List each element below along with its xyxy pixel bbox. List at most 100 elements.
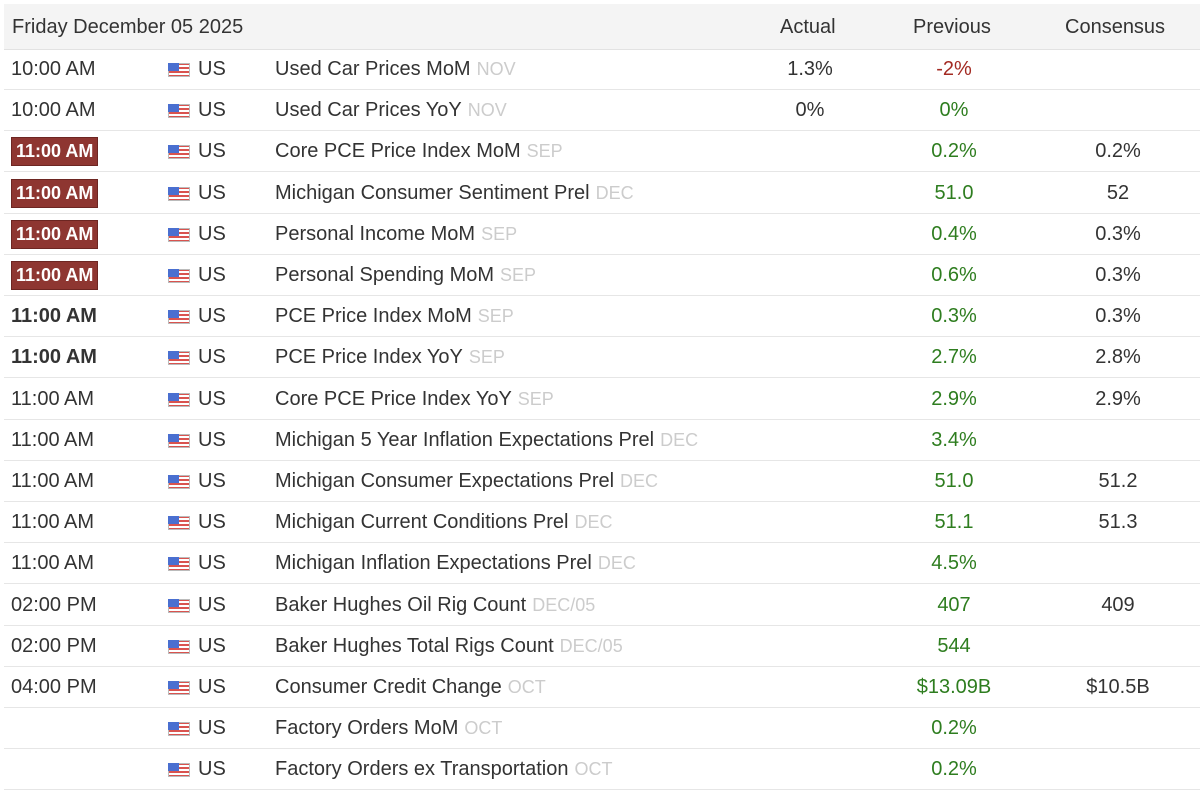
- event-name: Core PCE Price Index MoM: [275, 140, 521, 163]
- consensus-value: 2.9%: [1095, 387, 1141, 410]
- event-row[interactable]: 04:00 PM US Consumer Credit Change OCT $1…: [4, 667, 1200, 708]
- event-name-link[interactable]: Michigan Inflation Expectations Prel DEC: [275, 552, 636, 575]
- us-flag-icon: [168, 722, 190, 737]
- country-code: US: [198, 634, 226, 657]
- event-row[interactable]: 11:00 AM US PCE Price Index MoM SEP 0.3% …: [4, 296, 1200, 338]
- event-name: Michigan 5 Year Inflation Expectations P…: [275, 428, 655, 451]
- event-name-link[interactable]: Personal Spending MoM SEP: [275, 264, 536, 287]
- event-name: PCE Price Index YoY: [275, 346, 463, 369]
- event-period: SEP: [500, 265, 537, 285]
- event-period: SEP: [481, 223, 518, 244]
- event-row[interactable]: US Factory Orders ex Transportation OCT 0…: [4, 749, 1200, 790]
- event-row[interactable]: 11:00 AM US Core PCE Price Index MoM SEP …: [4, 131, 1200, 173]
- previous-value: 0.2%: [931, 717, 977, 740]
- event-time: 11:00 AM: [11, 470, 95, 492]
- us-flag-icon: [168, 104, 190, 119]
- country-code: US: [198, 305, 226, 328]
- event-row[interactable]: 10:00 AM US Used Car Prices YoY NOV 0% 0%: [4, 90, 1200, 132]
- event-name: Personal Spending MoM: [275, 264, 495, 286]
- event-period: OCT: [574, 759, 613, 780]
- event-name: Personal Income MoM: [275, 222, 476, 245]
- event-name-link[interactable]: Baker Hughes Oil Rig Count DEC/05: [275, 594, 595, 617]
- event-name-link[interactable]: PCE Price Index YoY SEP: [275, 346, 505, 369]
- event-period: DEC: [595, 182, 634, 203]
- event-name: Michigan Consumer Expectations Prel: [275, 470, 615, 492]
- event-name-link[interactable]: Consumer Credit Change OCT: [275, 676, 546, 699]
- previous-value: 2.9%: [931, 387, 977, 410]
- event-row[interactable]: US Factory Orders MoM OCT 0.2%: [4, 708, 1200, 750]
- country-code: US: [198, 99, 226, 122]
- event-name-link[interactable]: Michigan Consumer Sentiment Prel DEC: [275, 182, 634, 205]
- previous-value: 4.5%: [931, 552, 977, 575]
- us-flag-icon: [168, 63, 190, 77]
- previous-value: 51.1: [934, 511, 974, 534]
- event-period: DEC: [660, 429, 699, 450]
- event-name: Consumer Credit Change: [275, 676, 502, 698]
- event-time: 11:00 AM: [11, 346, 97, 369]
- event-row[interactable]: 11:00 AM US Core PCE Price Index YoY SEP …: [4, 379, 1200, 420]
- event-name-link[interactable]: Core PCE Price Index YoY SEP: [275, 388, 554, 411]
- event-name-link[interactable]: Michigan Consumer Expectations Prel DEC: [275, 470, 658, 493]
- event-name: Core PCE Price Index YoY: [275, 387, 512, 410]
- event-row[interactable]: 11:00 AM US Michigan Inflation Expectati…: [4, 543, 1200, 585]
- event-period: SEP: [526, 141, 563, 162]
- event-time: 11:00 AM: [11, 137, 99, 167]
- event-time: 02:00 PM: [11, 634, 97, 657]
- event-row[interactable]: 10:00 AM US Used Car Prices MoM NOV 1.3% …: [4, 49, 1200, 90]
- actual-value: 1.3%: [787, 58, 833, 80]
- country-code: US: [198, 58, 226, 80]
- us-flag-icon: [168, 516, 190, 531]
- country-code: US: [198, 593, 226, 616]
- previous-value: 0%: [939, 99, 969, 122]
- country-code: US: [198, 676, 226, 698]
- event-name: Michigan Consumer Sentiment Prel: [275, 181, 590, 204]
- us-flag-icon: [168, 433, 190, 448]
- event-name-link[interactable]: Baker Hughes Total Rigs Count DEC/05: [275, 635, 623, 658]
- event-period: DEC: [574, 512, 613, 533]
- event-time: 10:00 AM: [11, 99, 96, 122]
- previous-value: 0.2%: [931, 758, 977, 781]
- us-flag-icon: [168, 392, 190, 407]
- consensus-value: 0.2%: [1095, 140, 1141, 163]
- event-row[interactable]: 11:00 AM US Michigan 5 Year Inflation Ex…: [4, 420, 1200, 461]
- event-row[interactable]: 11:00 AM US Michigan Current Conditions …: [4, 502, 1200, 544]
- event-name: Factory Orders MoM: [275, 717, 459, 740]
- event-time: 10:00 AM: [11, 58, 96, 80]
- consensus-value: 2.8%: [1095, 346, 1141, 369]
- consensus-value: 51.3: [1098, 511, 1138, 534]
- previous-column-header: Previous: [913, 16, 991, 38]
- event-name-link[interactable]: Factory Orders ex Transportation OCT: [275, 758, 612, 781]
- event-row[interactable]: 11:00 AM US Personal Income MoM SEP 0.4% …: [4, 214, 1200, 255]
- event-name-link[interactable]: Michigan Current Conditions Prel DEC: [275, 511, 612, 534]
- previous-value: 0.6%: [931, 264, 977, 286]
- event-name-link[interactable]: Core PCE Price Index MoM SEP: [275, 140, 563, 163]
- us-flag-icon: [168, 310, 190, 325]
- us-flag-icon: [168, 557, 190, 572]
- event-name: Factory Orders ex Transportation: [275, 758, 569, 781]
- us-flag-icon: [168, 186, 190, 201]
- event-period: SEP: [477, 306, 514, 327]
- event-time: 11:00 AM: [11, 261, 99, 290]
- event-name-link[interactable]: PCE Price Index MoM SEP: [275, 305, 514, 328]
- event-row[interactable]: 02:00 PM US Baker Hughes Total Rigs Coun…: [4, 626, 1200, 667]
- event-row[interactable]: 02:00 PM US Baker Hughes Oil Rig Count DE…: [4, 585, 1200, 626]
- event-name-link[interactable]: Personal Income MoM SEP: [275, 223, 517, 246]
- event-row[interactable]: 11:00 AM US PCE Price Index YoY SEP 2.7% …: [4, 337, 1200, 379]
- previous-value: 3.4%: [931, 428, 977, 451]
- event-period: OCT: [464, 718, 503, 739]
- event-name-link[interactable]: Michigan 5 Year Inflation Expectations P…: [275, 429, 698, 452]
- event-name: Michigan Current Conditions Prel: [275, 511, 569, 534]
- event-row[interactable]: 11:00 AM US Michigan Consumer Sentiment …: [4, 173, 1200, 214]
- event-row[interactable]: 11:00 AM US Personal Spending MoM SEP 0.6…: [4, 255, 1200, 296]
- country-code: US: [198, 470, 226, 492]
- country-code: US: [198, 346, 226, 369]
- country-code: US: [198, 222, 226, 245]
- event-name-link[interactable]: Used Car Prices MoM NOV: [275, 58, 516, 81]
- event-period: OCT: [507, 677, 546, 697]
- event-name-link[interactable]: Factory Orders MoM OCT: [275, 717, 502, 740]
- us-flag-icon: [168, 145, 190, 160]
- event-name-link[interactable]: Used Car Prices YoY NOV: [275, 99, 507, 122]
- event-name: PCE Price Index MoM: [275, 305, 472, 328]
- event-row[interactable]: 11:00 AM US Michigan Consumer Expectatio…: [4, 461, 1200, 502]
